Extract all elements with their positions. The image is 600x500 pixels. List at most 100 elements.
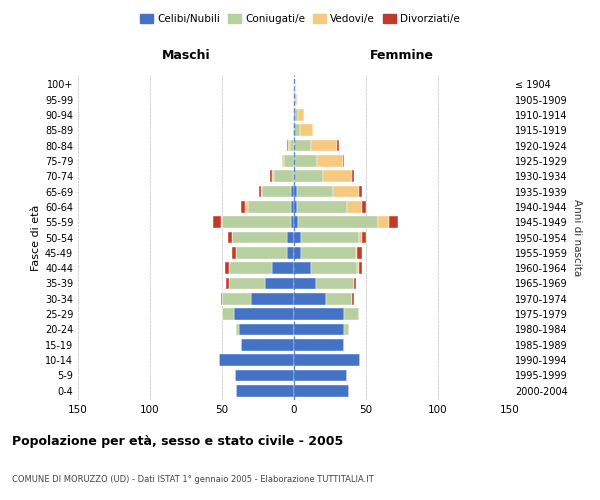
Bar xyxy=(311,262,358,274)
Bar xyxy=(235,370,294,381)
Bar xyxy=(298,109,304,120)
Bar xyxy=(295,94,297,106)
Bar xyxy=(355,278,356,289)
Bar xyxy=(236,324,239,335)
Bar xyxy=(294,247,301,258)
Bar xyxy=(359,232,362,243)
Bar xyxy=(297,201,347,212)
Bar xyxy=(269,170,272,182)
Bar xyxy=(343,155,344,166)
Bar xyxy=(294,293,326,304)
Bar xyxy=(362,232,366,243)
Bar xyxy=(358,262,359,274)
Bar xyxy=(284,155,294,166)
Bar xyxy=(389,216,398,228)
Bar xyxy=(294,385,349,396)
Bar xyxy=(222,293,251,304)
Bar xyxy=(261,186,262,198)
Bar xyxy=(344,324,349,335)
Text: Maschi: Maschi xyxy=(161,49,211,62)
Bar xyxy=(294,186,297,198)
Bar xyxy=(287,140,288,151)
Bar xyxy=(294,324,344,335)
Bar xyxy=(226,278,229,289)
Bar xyxy=(239,324,294,335)
Bar xyxy=(352,293,355,304)
Bar xyxy=(229,278,265,289)
Bar xyxy=(301,247,356,258)
Bar xyxy=(251,293,294,304)
Bar xyxy=(241,339,294,350)
Bar xyxy=(288,140,290,151)
Bar xyxy=(294,232,301,243)
Bar xyxy=(356,247,358,258)
Bar xyxy=(337,140,338,151)
Bar xyxy=(311,140,337,151)
Bar xyxy=(294,216,298,228)
Bar xyxy=(333,186,359,198)
Text: COMUNE DI MORUZZO (UD) - Dati ISTAT 1° gennaio 2005 - Elaborazione TUTTITALIA.IT: COMUNE DI MORUZZO (UD) - Dati ISTAT 1° g… xyxy=(12,475,374,484)
Bar xyxy=(228,232,232,243)
Bar xyxy=(293,170,294,182)
Bar xyxy=(274,170,293,182)
Bar xyxy=(219,354,294,366)
Bar xyxy=(377,216,389,228)
Bar xyxy=(262,186,291,198)
Y-axis label: Fasce di età: Fasce di età xyxy=(31,204,41,270)
Legend: Celibi/Nubili, Coniugati/e, Vedovi/e, Divorziati/e: Celibi/Nubili, Coniugati/e, Vedovi/e, Di… xyxy=(136,10,464,29)
Text: Femmine: Femmine xyxy=(370,49,434,62)
Bar xyxy=(293,124,294,136)
Bar xyxy=(359,186,362,198)
Bar xyxy=(294,370,347,381)
Bar xyxy=(294,278,316,289)
Bar xyxy=(225,262,229,274)
Bar xyxy=(294,308,344,320)
Bar xyxy=(222,308,233,320)
Bar xyxy=(233,308,294,320)
Bar xyxy=(326,293,352,304)
Bar xyxy=(283,155,284,166)
Bar xyxy=(294,140,311,151)
Bar xyxy=(291,186,294,198)
Bar xyxy=(291,201,294,212)
Bar xyxy=(241,201,245,212)
Bar xyxy=(294,262,311,274)
Bar xyxy=(294,339,344,350)
Bar xyxy=(236,247,287,258)
Bar xyxy=(323,170,352,182)
Bar xyxy=(232,247,236,258)
Bar xyxy=(295,109,298,120)
Bar xyxy=(294,109,295,120)
Bar xyxy=(272,262,294,274)
Bar xyxy=(300,124,313,136)
Bar xyxy=(298,216,377,228)
Y-axis label: Anni di nascita: Anni di nascita xyxy=(572,199,581,276)
Bar xyxy=(297,186,333,198)
Bar xyxy=(352,170,355,182)
Bar xyxy=(229,262,272,274)
Bar xyxy=(294,124,300,136)
Bar xyxy=(287,247,294,258)
Bar xyxy=(259,186,261,198)
Bar xyxy=(301,232,359,243)
Bar xyxy=(347,201,362,212)
Bar xyxy=(294,354,360,366)
Bar xyxy=(317,155,343,166)
Bar xyxy=(295,155,317,166)
Bar xyxy=(287,232,294,243)
Bar xyxy=(265,278,294,289)
Bar xyxy=(294,155,295,166)
Text: Popolazione per età, sesso e stato civile - 2005: Popolazione per età, sesso e stato civil… xyxy=(12,435,343,448)
Bar xyxy=(294,201,297,212)
Bar xyxy=(344,308,359,320)
Bar xyxy=(232,232,287,243)
Bar xyxy=(358,247,362,258)
Bar xyxy=(291,216,294,228)
Bar xyxy=(294,94,295,106)
Bar xyxy=(245,201,248,212)
Bar xyxy=(248,201,291,212)
Bar xyxy=(294,170,323,182)
Bar xyxy=(221,216,222,228)
Bar xyxy=(362,201,366,212)
Bar xyxy=(272,170,274,182)
